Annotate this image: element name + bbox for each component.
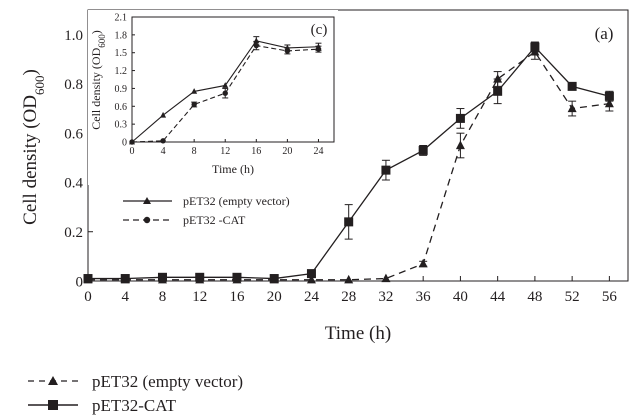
bottom-legend-triangle-icon (48, 376, 58, 385)
main-y-tick-label: 0.6 (64, 126, 83, 142)
main-x-tick-label: 0 (84, 289, 92, 305)
inset-x-tick-label: 20 (282, 146, 292, 157)
main-series-2-point (567, 81, 577, 91)
legend-marker-triangle (143, 197, 151, 204)
main-legend: pET32 (empty vector) pET32 -CAT (123, 194, 290, 227)
inset-x-tick-label: 0 (130, 146, 135, 157)
inset-panel-label: (c) (311, 22, 328, 38)
inset-x-axis-label: Time (h) (212, 162, 254, 176)
inset-y-tick-label: 1.8 (115, 30, 128, 41)
bottom-legend: pET32 (empty vector) pET32-CAT (28, 372, 243, 415)
main-series-1-point (344, 274, 354, 284)
inset-y-tick-label: 0.6 (115, 102, 128, 113)
inset-series-2 (129, 40, 322, 145)
main-y-tick-label: 0.4 (64, 176, 83, 192)
inset-plot: 0 0.3 0.6 0.9 1.2 1.5 1.8 2.1 0 4 8 12 16 20 24 (c) T… (88, 10, 338, 185)
inset-series-2-point (253, 42, 260, 49)
main-series-2-point (418, 145, 428, 155)
main-x-tick-label: 4 (121, 289, 129, 305)
main-series-2-point (530, 42, 540, 52)
inset-y-tick-label: 0.9 (115, 84, 128, 95)
main-series-1-point (567, 103, 577, 113)
main-series-1-point (418, 258, 428, 268)
main-x-tick-label: 12 (192, 289, 207, 305)
bottom-legend-label-empty-vector: pET32 (empty vector) (92, 372, 243, 391)
main-plot: 00.20.40.60.81.0 0 4 8 12 16 20 24 28 32 36 40 44 48… (20, 9, 629, 344)
main-series-2-point (604, 91, 614, 101)
legend-marker-circle (143, 216, 151, 224)
inset-series-2-point (315, 46, 322, 52)
inset-series-1-point (222, 82, 229, 88)
main-y-ticks: 0 0.2 0.4 0.6 0.8 1.0 (64, 28, 93, 290)
main-series-2-point (493, 86, 503, 96)
main-x-tick-label: 52 (565, 289, 580, 305)
inset-plot-frame (131, 16, 335, 143)
main-series-1-point (455, 140, 465, 150)
main-x-tick-label: 24 (304, 289, 320, 305)
inset-y-tick-label: 0 (122, 138, 127, 149)
inset-x-tick-label: 8 (192, 146, 197, 157)
inset-y-tick-label: 0.3 (115, 120, 128, 131)
inset-series-2-point (222, 90, 228, 96)
main-series-2-point (157, 272, 167, 282)
main-y-axis-label: Cell density (OD600) (20, 69, 47, 225)
main-series-2-point (195, 272, 205, 282)
main-x-tick-label: 40 (453, 289, 468, 305)
main-x-tick-label: 36 (416, 289, 432, 305)
bottom-legend-square-icon (48, 400, 58, 410)
main-y-tick-label: 1.0 (64, 28, 83, 44)
inset-series-2-point (129, 139, 135, 145)
main-y-tick-label: 0 (76, 274, 84, 290)
main-series-1-point (306, 274, 316, 284)
inset-y-ticks: 0 0.3 0.6 0.9 1.2 1.5 1.8 2.1 (115, 13, 135, 149)
main-series-2 (83, 41, 614, 284)
inset-x-tick-label: 16 (251, 146, 261, 157)
main-series-2-point (120, 274, 130, 284)
main-series-2-point (232, 272, 242, 282)
main-series-2-point (381, 165, 391, 175)
legend-label-cat: pET32 -CAT (183, 213, 246, 227)
main-y-tick-label: 0.8 (64, 77, 83, 93)
inset-y-tick-label: 1.5 (115, 48, 128, 59)
main-x-tick-label: 48 (527, 289, 542, 305)
inset-x-tick-label: 24 (313, 146, 323, 157)
main-x-axis-label: Time (h) (325, 323, 391, 344)
main-y-tick-label: 0.2 (64, 225, 83, 241)
main-x-tick-label: 8 (159, 289, 167, 305)
main-panel-label: (a) (595, 24, 614, 43)
inset-x-tick-label: 4 (161, 146, 166, 157)
inset-y-tick-label: 1.2 (115, 66, 128, 77)
legend-label-empty-vector: pET32 (empty vector) (183, 194, 290, 208)
main-series-2-point (306, 269, 316, 279)
main-series-1-point (604, 98, 614, 108)
inset-series-2-point (160, 138, 166, 144)
main-x-tick-label: 44 (490, 289, 506, 305)
main-x-tick-label: 20 (267, 289, 282, 305)
inset-y-tick-label: 2.1 (115, 13, 128, 24)
bottom-legend-label-cat: pET32-CAT (92, 396, 177, 415)
inset-series-2-point (191, 101, 197, 108)
main-series-1-point (493, 74, 503, 83)
inset-y-axis-label: Cell density (OD600) (89, 30, 107, 130)
main-series-2-point (269, 274, 279, 284)
inset-x-tick-label: 12 (220, 146, 230, 157)
main-series-2-point (83, 274, 93, 284)
main-series (83, 41, 614, 284)
main-x-tick-label: 16 (229, 289, 245, 305)
main-series-1-point (381, 273, 391, 283)
main-x-tick-label: 32 (378, 289, 393, 305)
inset-series (129, 36, 322, 145)
inset-series-1-point (191, 88, 198, 94)
main-series-2-point (344, 217, 354, 227)
main-x-tick-label: 28 (341, 289, 356, 305)
inset-series-1-point (160, 111, 167, 118)
main-series-2-point (455, 113, 465, 123)
main-x-tick-label: 56 (602, 289, 618, 305)
inset-series-2-point (284, 48, 291, 54)
